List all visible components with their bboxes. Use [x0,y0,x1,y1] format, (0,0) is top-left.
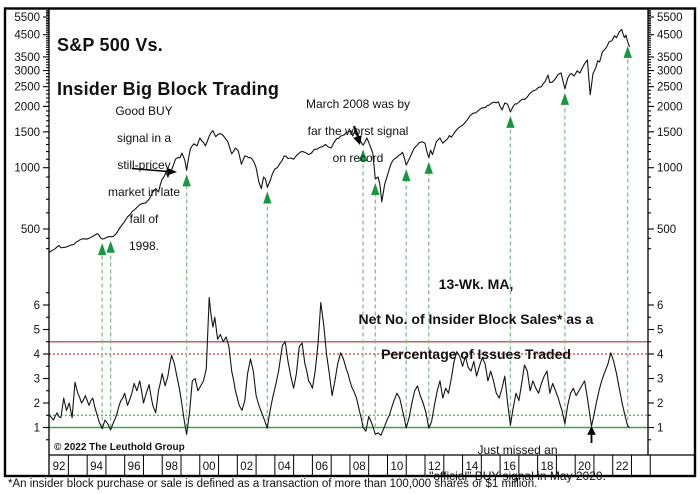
march-2008-arrowhead-icon [353,135,362,145]
y-axis-label-left: 2 [34,398,40,410]
buy-signal-arrow-icon [623,45,632,58]
y-axis-label-left: 1 [34,423,40,435]
y-axis-label-right: 5 [657,325,663,337]
buy-signal-arrow-icon [358,149,368,162]
x-axis-year-label: 20 [578,461,591,473]
y-axis-label-left: 1500 [14,127,40,139]
annotation-line: far the worst signal [307,123,409,138]
x-axis-year-label: 22 [616,461,629,473]
y-axis-label-left: 500 [21,224,40,236]
y-axis-label-left: 6 [34,300,40,312]
y-axis-label-right: 1500 [657,127,683,139]
buy-signal-arrow-icon [424,161,433,174]
y-axis-label-right: 500 [657,224,676,236]
title-line-1: S&P 500 Vs. [57,35,163,55]
annotation-line: Just missed an [477,443,558,457]
annotation-line: Net No. of Insider Block Sales* as a [358,310,594,327]
buy-signal-arrow-icon [402,169,411,182]
y-axis-label-left: 2000 [14,101,40,113]
y-axis-label-right: 3500 [657,52,683,64]
insider-sales-line [49,297,630,436]
annotation-line: Good BUY [115,103,173,118]
may-2020-arrowhead-icon [587,426,596,435]
annotation-line: 1998. [128,238,160,253]
y-axis-label-left: 4 [34,349,41,361]
page-title: S&P 500 Vs. Insider Big Block Trading [57,12,279,122]
y-axis-label-left: 1000 [14,163,40,175]
annotation-line: market in late [107,184,181,199]
x-axis-year-label: 02 [240,461,253,473]
x-axis-year-label: 98 [165,461,178,473]
y-axis-label-right: 2000 [657,101,683,113]
y-axis-label-right: 5500 [657,12,683,24]
y-axis-label-left: 3 [34,374,40,386]
y-axis-label-right: 3 [657,374,663,386]
x-axis-year-label: 00 [203,461,216,473]
y-axis-label-left: 2500 [14,82,40,94]
y-axis-label-left: 3500 [14,52,40,64]
buy-signal-arrow-icon [560,92,570,105]
annotation-line: signal in a [116,130,172,145]
x-axis-year-label: 12 [428,461,441,473]
sp500-line [49,28,631,253]
x-axis-year-label: 06 [315,461,328,473]
y-axis-label-right: 2500 [657,82,683,94]
y-axis-label-right: 4500 [657,30,683,42]
insider-panel-label: 13-Wk. MA, Net No. of Insider Block Sale… [348,258,604,381]
buy-signal-arrow-icon [263,191,272,204]
annotation-just-missed: Just missed an "official" BUY signal in … [395,431,640,494]
x-axis-year-label: 04 [278,461,291,473]
buy-signal-arrow-icon [97,243,107,256]
copyright-note: © 2022 The Leuthold Group [54,442,185,453]
footnote: *An insider block purchase or sale is de… [8,478,538,490]
x-axis-year-label: 92 [53,461,66,473]
y-axis-label-left: 5 [34,325,40,337]
x-axis-year-label: 18 [541,461,554,473]
buy-signal-arrow-icon [371,183,380,196]
x-axis-year-label: 94 [90,461,103,473]
y-axis-label-right: 3000 [657,66,683,78]
x-axis-year-label: 16 [503,461,516,473]
y-axis-label-right: 1 [657,423,663,435]
good-buy-arrowhead-icon [166,167,177,176]
annotation-line: fall of [129,211,159,226]
y-axis-label-left: 4500 [14,30,40,42]
good-buy-arrow-icon [131,167,169,173]
annotation-good-buy: Good BUY signal in a still-pricey market… [88,91,200,267]
x-axis-year-label: 10 [390,461,403,473]
annotation-line: Percentage of Issues Traded [381,345,571,362]
y-axis-label-right: 4 [657,349,664,361]
annotation-line: March 2008 was by [305,96,411,111]
y-axis-label-left: 5500 [14,12,40,24]
annotation-line: still-pricey [117,157,171,172]
annotation-march-2008: March 2008 was by far the worst signal o… [294,84,422,179]
title-line-2: Insider Big Block Trading [57,79,280,99]
x-axis-year-label: 14 [466,461,479,473]
march-2008-arrow-icon [353,125,359,138]
annotation-line: "official" BUY signal in May 2020. [429,469,606,483]
buy-signal-arrow-icon [106,240,115,253]
x-axis-year-label: 08 [353,461,366,473]
y-axis-label-right: 1000 [657,163,683,175]
y-axis-label-right: 6 [657,300,663,312]
x-axis-year-label: 96 [128,461,141,473]
y-axis-label-left: 3000 [14,66,40,78]
buy-signal-arrow-icon [182,174,191,187]
buy-signal-arrow-icon [506,115,515,128]
annotation-line: on record [332,150,384,165]
y-axis-label-right: 2 [657,398,663,410]
annotation-line: 13-Wk. MA, [438,275,514,292]
